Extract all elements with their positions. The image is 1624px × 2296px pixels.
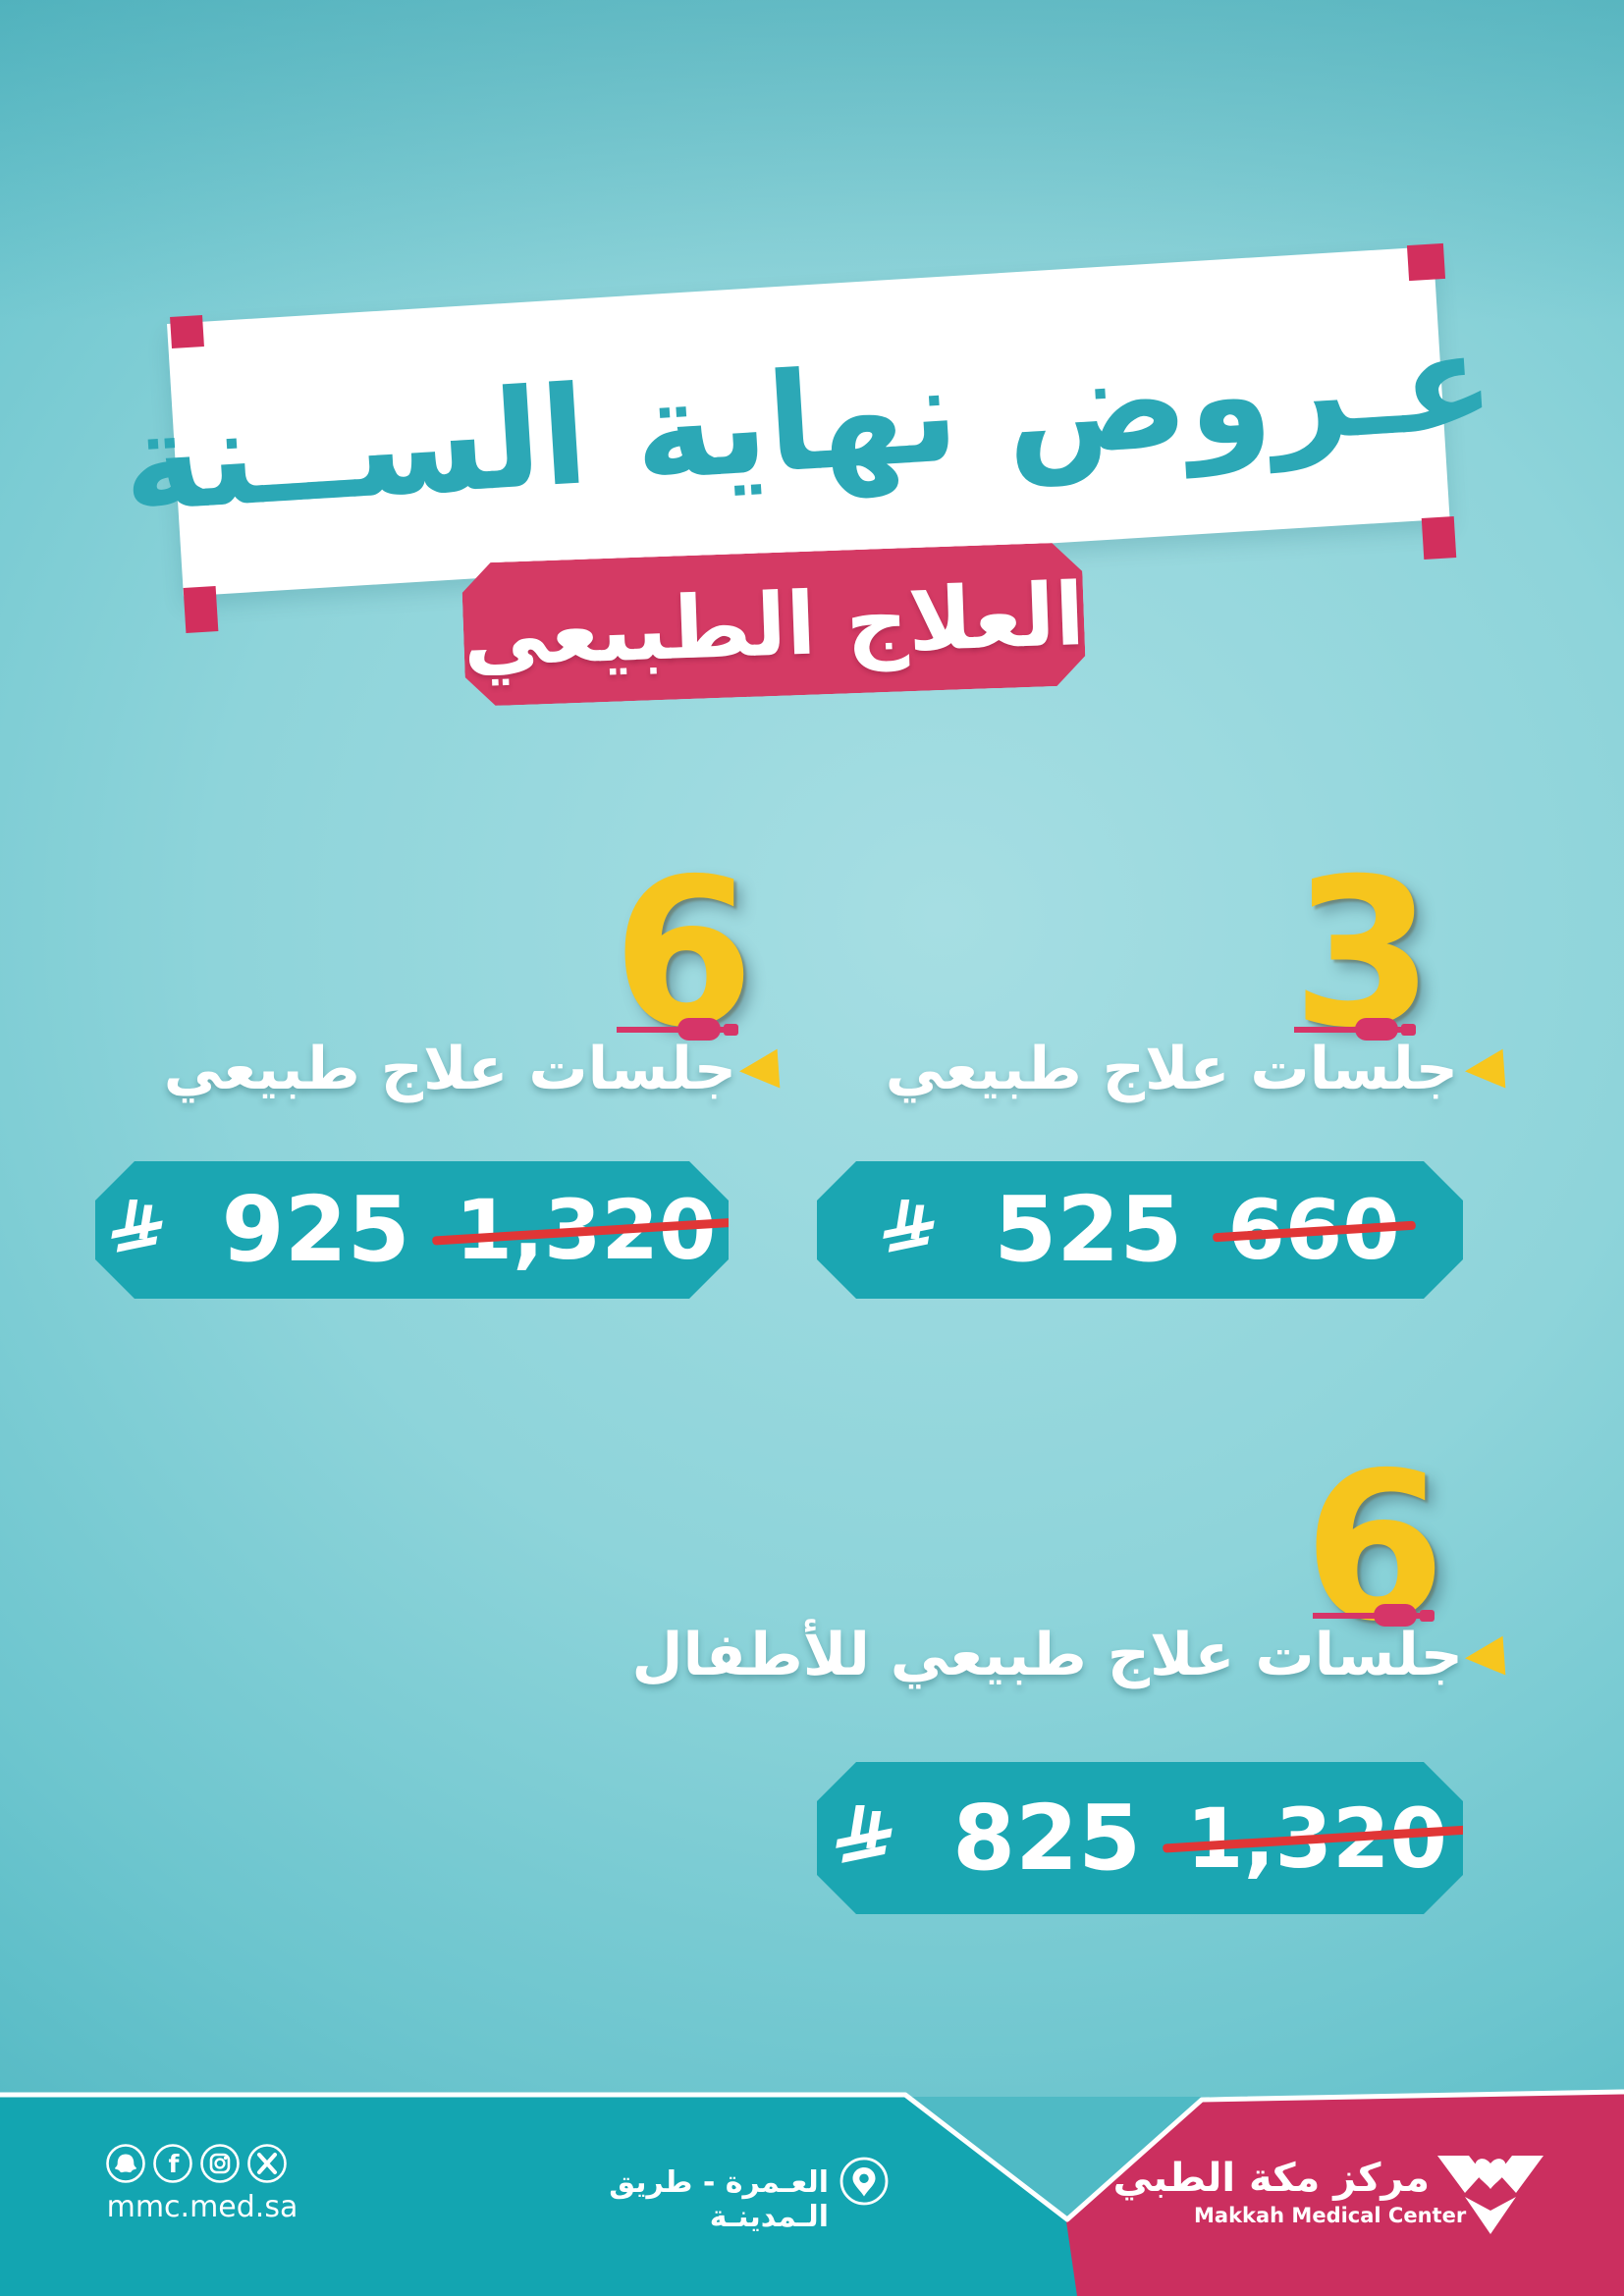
underline-bar bbox=[1313, 1613, 1431, 1619]
brand-block: مركز مكة الطبي Makkah Medical Center bbox=[1112, 2156, 1467, 2227]
price-badge: 525 660 bbox=[817, 1161, 1463, 1299]
offer-bullet-triangle-icon bbox=[1463, 1635, 1506, 1679]
footer-divider-line bbox=[0, 2089, 1624, 2222]
new-price: 525 bbox=[994, 1177, 1183, 1282]
offer-label: جلسات علاج طبيعي bbox=[163, 1035, 736, 1103]
price-badge: 825 1,320 bbox=[817, 1762, 1463, 1914]
title-banner: عـروض نهاية الســنة bbox=[118, 246, 1499, 597]
brand-name-arabic: مركز مكة الطبي bbox=[1112, 2156, 1430, 2201]
count-underline-decor bbox=[1294, 1017, 1416, 1042]
mmc-logo-icon bbox=[1437, 2156, 1543, 2234]
underline-nub bbox=[1420, 1610, 1435, 1622]
count-underline-decor bbox=[617, 1017, 738, 1042]
underline-pill bbox=[1355, 1018, 1398, 1041]
underline-pill bbox=[677, 1018, 721, 1041]
underline-bar bbox=[1294, 1027, 1412, 1033]
offer-label: جلسات علاج طبيعي bbox=[885, 1035, 1458, 1103]
corner-tape-bottom-left bbox=[183, 586, 219, 633]
offer-label: جلسات علاج طبيعي للأطفال bbox=[631, 1621, 1463, 1689]
saudi-riyal-icon bbox=[833, 1805, 907, 1872]
price-badge: 925 1,320 bbox=[95, 1161, 729, 1299]
website-url: mmc.med.sa bbox=[106, 2190, 298, 2224]
footer-notch bbox=[905, 2097, 1210, 2222]
social-icons: f bbox=[104, 2142, 289, 2185]
map-pin-icon bbox=[839, 2157, 889, 2206]
saudi-riyal-icon bbox=[108, 1200, 177, 1260]
corner-tape-top-left bbox=[170, 315, 204, 348]
underline-bar bbox=[617, 1027, 734, 1033]
location-label: العـمرة - طريق الـمدينـة bbox=[609, 2165, 829, 2234]
underline-pill bbox=[1374, 1604, 1417, 1627]
count-underline-decor bbox=[1313, 1603, 1435, 1629]
footer-pink-panel bbox=[1066, 2094, 1624, 2296]
new-price: 825 bbox=[952, 1785, 1142, 1891]
x-icon bbox=[247, 2144, 287, 2183]
facebook-icon: f bbox=[153, 2144, 192, 2183]
brand-name-english: Makkah Medical Center bbox=[1194, 2204, 1467, 2227]
underline-nub bbox=[724, 1024, 738, 1036]
footer-band bbox=[0, 2089, 1624, 2296]
underline-nub bbox=[1401, 1024, 1416, 1036]
poster-title: عـروض نهاية الســنة bbox=[118, 300, 1499, 543]
offer-bullet-triangle-icon bbox=[1463, 1048, 1506, 1092]
old-price: 660 bbox=[1227, 1189, 1399, 1271]
old-price: 1,320 bbox=[456, 1189, 717, 1271]
category-badge: العلاج الطبيعي bbox=[461, 542, 1087, 707]
svg-text:f: f bbox=[169, 2150, 181, 2178]
offer-bullet-triangle-icon bbox=[737, 1048, 781, 1092]
corner-tape-bottom-right bbox=[1421, 516, 1457, 560]
corner-tape-top-right bbox=[1406, 242, 1446, 282]
instagram-icon bbox=[200, 2144, 240, 2183]
old-price: 1,320 bbox=[1186, 1797, 1447, 1880]
category-label: العلاج الطبيعي bbox=[460, 562, 1087, 686]
new-price: 925 bbox=[221, 1177, 410, 1282]
snapchat-icon bbox=[106, 2144, 145, 2183]
saudi-riyal-icon bbox=[880, 1200, 948, 1260]
